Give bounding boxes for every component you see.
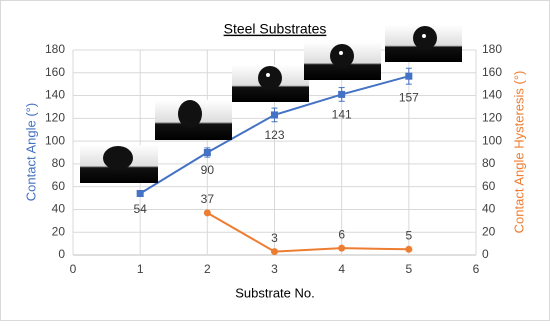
y2-tick-label: 180 bbox=[482, 42, 502, 56]
y-tick-label: 140 bbox=[45, 88, 65, 102]
droplet-image bbox=[385, 25, 462, 62]
x-axis-label: Substrate No. bbox=[235, 285, 315, 300]
droplet-image bbox=[155, 100, 232, 140]
data-label: 54 bbox=[133, 202, 147, 216]
x-tick-label: 3 bbox=[271, 262, 278, 276]
data-label: 141 bbox=[332, 107, 352, 121]
point bbox=[405, 72, 413, 80]
y2-tick-label: 40 bbox=[482, 202, 496, 216]
y-axis-label: Contact Angle (°) bbox=[23, 103, 38, 201]
y2-tick-label: 20 bbox=[482, 224, 496, 238]
droplet-image bbox=[304, 42, 381, 80]
y-tick-label: 40 bbox=[52, 202, 66, 216]
y-tick-label: 0 bbox=[58, 247, 65, 261]
y2-tick-label: 60 bbox=[482, 179, 496, 193]
droplet-image bbox=[232, 65, 309, 102]
data-label: 6 bbox=[338, 227, 345, 241]
data-label: 5 bbox=[405, 228, 412, 242]
y-tick-label: 160 bbox=[45, 65, 65, 79]
y-tick-label: 60 bbox=[52, 179, 66, 193]
y2-tick-label: 80 bbox=[482, 156, 496, 170]
y2-tick-label: 120 bbox=[482, 111, 502, 125]
y-tick-label: 20 bbox=[52, 224, 66, 238]
data-label: 3 bbox=[271, 231, 278, 245]
point bbox=[203, 209, 211, 217]
y-tick-label: 180 bbox=[45, 42, 65, 56]
y2-tick-label: 160 bbox=[482, 65, 502, 79]
y-tick-label: 120 bbox=[45, 111, 65, 125]
y2-tick-label: 0 bbox=[482, 247, 489, 261]
point bbox=[338, 244, 346, 252]
point bbox=[203, 149, 211, 156]
droplet-images bbox=[80, 25, 462, 183]
x-tick-label: 4 bbox=[338, 262, 345, 276]
y-tick-label: 100 bbox=[45, 133, 65, 147]
y2-tick-label: 100 bbox=[482, 133, 502, 147]
data-label: 90 bbox=[201, 163, 215, 177]
chart-title: Steel Substrates bbox=[224, 21, 327, 37]
x-tick-label: 5 bbox=[405, 262, 412, 276]
point bbox=[271, 248, 278, 256]
data-label: 157 bbox=[399, 90, 419, 104]
data-label: 123 bbox=[264, 128, 284, 142]
point bbox=[271, 111, 278, 119]
point bbox=[136, 190, 144, 197]
data-label: 37 bbox=[201, 192, 215, 206]
y2-tick-label: 140 bbox=[482, 88, 502, 102]
y2-axis-label: Contact Angle Hysteresis (°) bbox=[511, 71, 526, 234]
series-line bbox=[206, 211, 409, 253]
droplet-image bbox=[80, 145, 158, 183]
x-tick-label: 2 bbox=[204, 262, 211, 276]
x-tick-label: 0 bbox=[70, 262, 77, 276]
point bbox=[338, 90, 346, 98]
x-tick-label: 1 bbox=[137, 262, 144, 276]
point bbox=[405, 245, 413, 253]
y-tick-label: 80 bbox=[52, 156, 66, 170]
x-tick-label: 6 bbox=[473, 262, 480, 276]
